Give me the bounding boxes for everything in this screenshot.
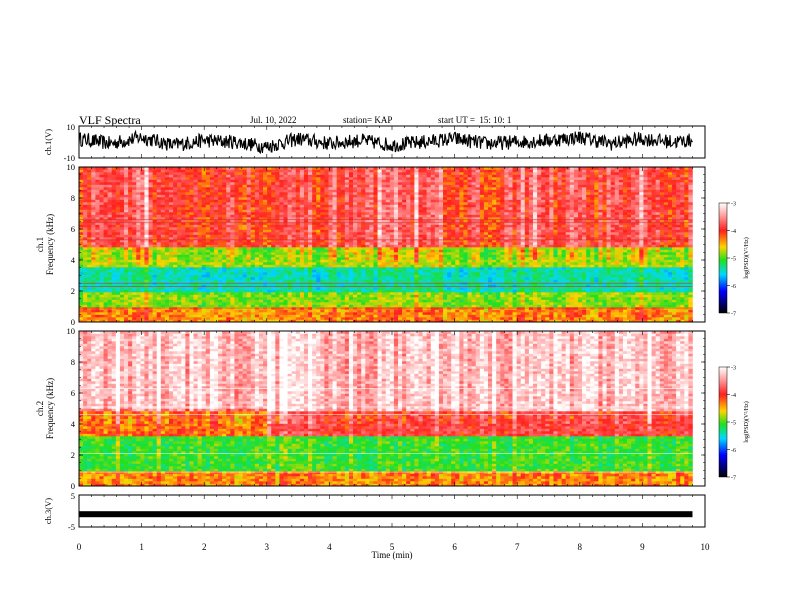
ch3-waveform-frame: [78, 494, 706, 528]
ch2-spectrogram-ytick: 10: [67, 326, 76, 336]
x-axis: 0 1 2 3 4 5 6 7 8 9 10 Time (min): [77, 542, 710, 560]
x-tick-label: 10: [701, 542, 711, 552]
station-label: station= KAP: [343, 115, 393, 125]
ch1-spectrogram-channel-label: ch.1: [35, 237, 45, 252]
ch1-spectrogram-ytick: 10: [67, 162, 76, 172]
x-tick-label: 0: [77, 542, 82, 552]
ch1-spectrogram-ylabel: Frequency (kHz): [45, 214, 55, 275]
ch1-spectrogram-ytick: 2: [71, 286, 75, 296]
ch2-spectrogram-axes: 0 2 4 6 8 10 ch.2 Frequency (kHz): [35, 326, 706, 491]
ch1-spectrogram-colorbar-tick: -7: [731, 312, 736, 318]
ch1-spectrogram-colorbar-label: log(PSD)(V²/Hz): [743, 237, 750, 278]
x-tick-label: 3: [265, 542, 270, 552]
x-tick-label: 1: [139, 542, 144, 552]
x-tick-label: 7: [515, 542, 520, 552]
ch1-spectrogram-colorbar-tick: -3: [731, 202, 736, 208]
x-tick-label: 5: [390, 542, 395, 552]
ch1-waveform-axes: 10 -10 ch.1(V): [43, 122, 706, 163]
ch2-spectrogram-colorbar-tick: -4: [731, 393, 736, 399]
ch1-spectrogram-ytick: 0: [71, 317, 75, 327]
ch2-spectrogram-ytick: 6: [71, 388, 75, 398]
ch1-waveform-ylabel: ch.1(V): [43, 129, 53, 155]
x-axis-label: Time (min): [372, 550, 413, 560]
x-tick-label: 4: [327, 542, 332, 552]
ch2-spectrogram-ytick: 2: [71, 450, 75, 460]
ch1-spectrogram-colorbar-tick: -5: [731, 257, 736, 263]
ch2-spectrogram-colorbar-tick: -5: [731, 421, 736, 427]
ch3-waveform-trace: [79, 511, 693, 518]
ch1-spectrogram-colorbar-tick: -4: [731, 229, 736, 235]
figure-title: VLF Spectra: [79, 113, 141, 127]
x-tick-label: 2: [202, 542, 207, 552]
ch3-waveform-axes: 5 -5 ch.3(V): [43, 491, 706, 532]
ch1-waveform-ytick: 10: [67, 122, 76, 132]
ch1-spectrogram-ytick: 8: [71, 193, 75, 203]
ch1-waveform-ytick: -10: [64, 153, 75, 163]
ch1-spectrogram-ytick: 4: [71, 255, 76, 265]
ch1-waveform-panel: [78, 129, 693, 155]
ch2-spectrogram-channel-label: ch.2: [35, 401, 45, 416]
x-tick-label: 6: [452, 542, 457, 552]
ch3-waveform-panel: [79, 511, 693, 518]
date-label: Jul. 10, 2022: [250, 115, 297, 125]
ch1-spectrogram-axes: 0 2 4 6 8 10 ch.1 Frequency (kHz): [35, 162, 706, 327]
ch2-spectrogram-colorbar-tick: -6: [731, 448, 736, 454]
ch2-spectrogram-colorbar-label: log(PSD)(V²/Hz): [743, 401, 750, 442]
ch1-spectrogram-panel: -3 -4 -5 -6 -7 log(PSD)(V²/Hz): [79, 167, 750, 323]
ch2-spectrogram-colorbar-tick: -3: [731, 366, 736, 372]
ch2-spectrogram-ytick: 0: [71, 481, 75, 491]
ch2-spectrogram-ytick: 4: [71, 419, 76, 429]
x-tick-label: 9: [640, 542, 645, 552]
start-time-label: start UT = 15: 10: 1: [438, 115, 512, 125]
ch1-waveform-trace: [78, 129, 693, 155]
ch1-spectrogram-ytick: 6: [71, 224, 75, 234]
ch1-spectrogram-colorbar: [718, 202, 728, 314]
ch2-spectrogram-colorbar-tick: -7: [731, 476, 736, 482]
ch2-spectrogram-panel: -3 -4 -5 -6 -7 log(PSD)(V²/Hz): [79, 331, 750, 487]
ch1-spectrogram-colorbar-tick: -6: [731, 284, 736, 290]
ch2-spectrogram-ytick: 8: [71, 357, 75, 367]
ch3-waveform-ytick: 5: [71, 491, 75, 501]
ch3-waveform-ylabel: ch.3(V): [43, 498, 53, 524]
ch3-waveform-ytick: -5: [68, 522, 75, 532]
ch2-spectrogram-colorbar: [718, 366, 728, 478]
ch2-spectrogram-ylabel: Frequency (kHz): [45, 378, 55, 439]
x-tick-label: 8: [578, 542, 583, 552]
